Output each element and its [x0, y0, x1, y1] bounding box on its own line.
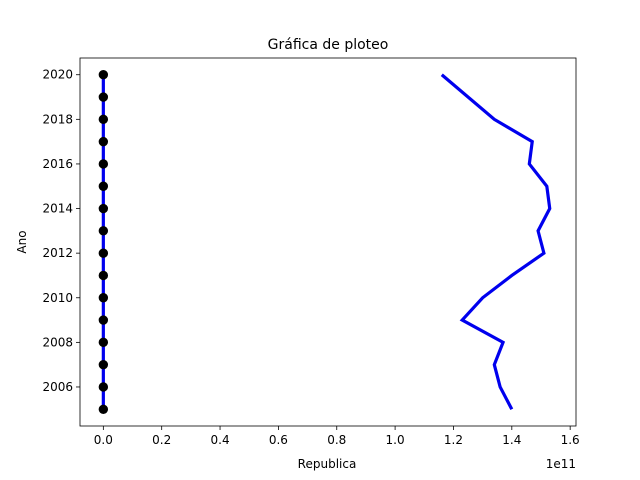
data-point — [98, 382, 109, 392]
data-point — [98, 315, 109, 325]
data-point — [98, 226, 109, 236]
x-tick-label: 0.4 — [211, 433, 230, 447]
x-tick-label: 0.6 — [269, 433, 288, 447]
plot-area: 0.0 0.2 0.4 0.6 0.8 1.0 1.2 1.4 1.6 2006 2008 2010 2… — [42, 57, 580, 447]
x-tick-label: 0.8 — [327, 433, 346, 447]
x-tick-label: 1.0 — [386, 433, 405, 447]
data-point — [98, 337, 109, 348]
y-tick-label: 2018 — [42, 112, 73, 126]
y-tick-label: 2010 — [42, 291, 73, 305]
y-tick-label: 2008 — [42, 335, 73, 349]
x-tick-label: 0.2 — [152, 433, 171, 447]
data-point — [98, 159, 109, 169]
x-tick-label: 1.4 — [502, 433, 521, 447]
y-tick-label: 2020 — [42, 68, 73, 82]
data-point — [98, 203, 109, 214]
data-point — [98, 248, 109, 258]
data-point — [98, 404, 109, 414]
x-axis-offset-label: 1e11 — [546, 457, 576, 471]
data-point — [98, 181, 109, 191]
y-tick-label: 2016 — [42, 157, 73, 171]
x-tick-label: 1.2 — [444, 433, 463, 447]
data-point — [98, 270, 109, 281]
x-tick-label: 0.0 — [94, 433, 113, 447]
data-point — [98, 92, 109, 102]
data-point — [98, 136, 109, 147]
x-tick-label: 1.6 — [561, 433, 580, 447]
y-axis-label: Ano — [15, 230, 29, 253]
chart-title: Gráfica de ploteo — [268, 37, 389, 53]
data-point — [98, 70, 109, 80]
plot-frame — [79, 57, 577, 427]
series-line-1 — [440, 73, 552, 411]
y-tick-label: 2012 — [42, 246, 73, 260]
y-tick-label: 2014 — [42, 202, 73, 216]
x-axis-label: Republica — [298, 457, 357, 471]
y-tick-label: 2006 — [42, 380, 73, 394]
data-point — [98, 293, 109, 303]
data-point — [98, 359, 109, 370]
data-point — [98, 114, 109, 125]
